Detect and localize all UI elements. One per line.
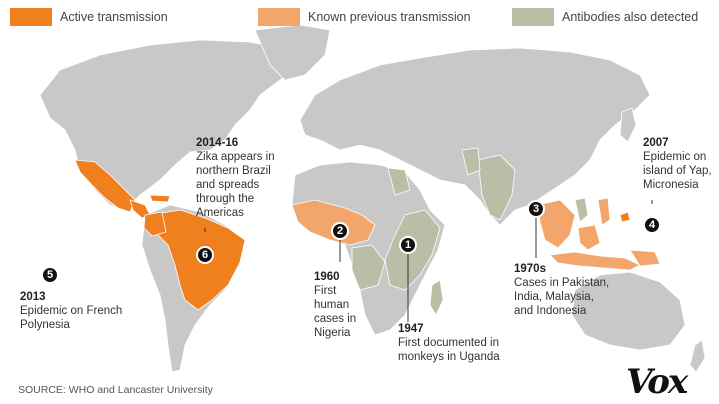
active-colombia [143,211,167,237]
antibody-central-africa [351,244,386,291]
legend-swatch-previous [258,8,300,26]
event-annotation-1: 1947 First documented in monkeys in Ugan… [398,322,508,364]
event-year: 1970s [514,263,546,275]
event-annotation-2: 1960 First human cases in Nigeria [314,270,374,340]
event-year: 2007 [643,137,669,149]
prev-philippines [597,197,611,226]
legend-item-antibodies: Antibodies also detected [512,8,698,26]
eurasia [299,47,651,226]
event-badge-3: 3 [527,200,545,218]
active-pacific-islands [619,211,631,223]
legend-swatch-active [10,8,52,26]
legend: Active transmission Known previous trans… [0,4,719,30]
event-year: 1947 [398,323,424,335]
prev-west-africa [291,199,376,246]
prev-southeast-asia [537,199,576,249]
event-badge-1: 1 [399,236,417,254]
antibody-philippines [574,197,589,223]
event-annotation-3: 1970s Cases in Pakistan, India, Malaysia… [514,262,614,318]
event-year: 1960 [314,271,340,283]
active-caribbean [149,194,171,203]
prev-indonesia [549,251,641,271]
prev-borneo [577,224,601,251]
event-badge-6: 6 [196,246,214,264]
prev-new-guinea [629,249,661,267]
legend-item-active: Active transmission [10,8,168,26]
event-badge-2: 2 [331,222,349,240]
legend-label: Known previous transmission [308,10,471,24]
legend-label: Antibodies also detected [562,10,699,24]
legend-item-previous: Known previous transmission [258,8,471,26]
event-text: First documented in monkeys in Uganda [398,337,500,363]
event-badge-4: 4 [643,216,661,234]
new-zealand [689,339,706,373]
japan [619,107,637,143]
event-year: 2014-16 [196,137,239,149]
active-mexico [74,159,136,213]
antibody-egypt [387,167,411,196]
legend-label: Active transmission [60,10,168,24]
antibody-madagascar [429,279,444,316]
event-badge-5: 5 [41,266,59,284]
event-year: 2013 [20,291,46,303]
event-annotation-4: 2007 Epidemic on island of Yap, Micrones… [643,136,719,192]
vox-logo: Vox [626,362,688,402]
event-text: Epidemic on island of Yap, Micronesia [643,151,712,191]
event-annotation-6: 2014-16 Zika appears in northern Brazil … [196,136,288,220]
event-text: First human cases in Nigeria [314,285,357,339]
event-text: Cases in Pakistan, India, Malaysia, and … [514,277,610,317]
source-note: SOURCE: WHO and Lancaster University [18,384,213,396]
event-annotation-5: 2013 Epidemic on French Polynesia [20,290,130,332]
legend-swatch-antibodies [512,8,554,26]
australia [571,271,686,351]
antibody-india [477,154,516,221]
antibody-pakistan [461,147,481,176]
event-text: Zika appears in northern Brazil and spre… [196,151,275,219]
greenland [254,24,331,81]
event-text: Epidemic on French Polynesia [20,305,123,331]
